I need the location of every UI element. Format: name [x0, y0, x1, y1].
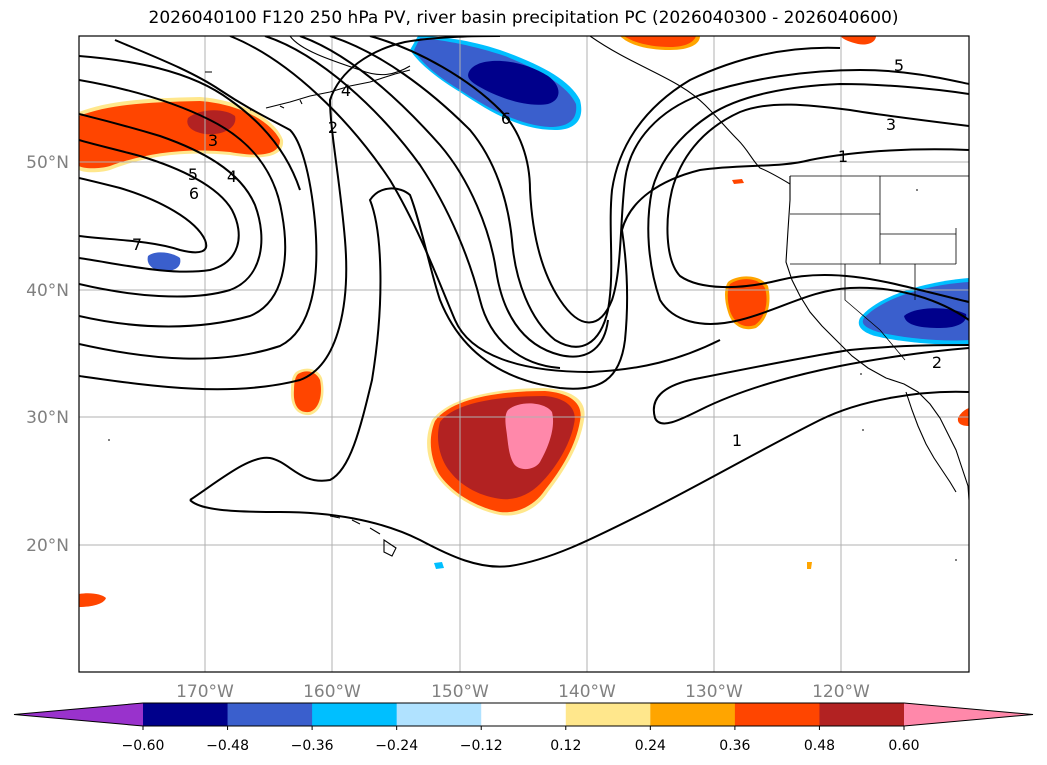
lon-label-140w: 140°W [558, 682, 616, 702]
colorbar-extend-low [14, 703, 143, 726]
precip-negative-region [434, 562, 444, 569]
baja-coastline [905, 391, 957, 493]
pv-contour-line [229, 36, 721, 374]
colorbar-tick-label: 0.36 [719, 738, 750, 754]
longitude-labels: 170°W 160°W 150°W 140°W 130°W 120°W [176, 682, 870, 702]
precip-negative-region [147, 252, 181, 272]
precip-positive-region [293, 371, 321, 413]
lon-label-120w: 120°W [812, 682, 870, 702]
contour-label: 6 [501, 109, 511, 128]
map-frame [78, 35, 970, 673]
pv-contour-line [264, 36, 561, 369]
colorbar-segment [143, 703, 229, 726]
pv-contour-line [189, 390, 969, 568]
map-panel [79, 36, 969, 672]
pv-contour-line [652, 344, 969, 425]
lon-label-150w: 150°W [431, 682, 489, 702]
precip-extreme-positive-region [505, 403, 554, 470]
contour-label: 5 [188, 165, 198, 184]
colorbar-tick-label: 0.24 [635, 738, 666, 754]
pv-contour-line [79, 39, 318, 360]
lon-label-160w: 160°W [303, 682, 361, 702]
pv-contour-line [299, 36, 609, 358]
contour-label: 3 [208, 131, 218, 150]
colorbar-tick-label: 0.48 [804, 738, 835, 754]
pv-contour-line [79, 55, 301, 191]
colorbar-tick-label: −0.60 [122, 738, 165, 754]
pv-contour-line [369, 36, 969, 324]
precip-strong-negative-region [904, 308, 967, 328]
contour-label: 6 [189, 184, 199, 203]
hawaii-islands [329, 515, 397, 557]
precip-positive-region [732, 179, 744, 184]
contour-label: 7 [132, 235, 142, 254]
lat-label-20n: 20°N [26, 536, 69, 556]
lon-label-130w: 130°W [685, 682, 743, 702]
contour-label: 2 [932, 353, 942, 372]
colorbar-tick-label: −0.12 [460, 738, 503, 754]
pv-contour-line [329, 36, 841, 348]
contour-label: 4 [227, 167, 237, 186]
pv-contour-line [79, 139, 240, 273]
colorbar-segment [481, 703, 567, 726]
contour-label: 1 [732, 431, 742, 450]
pv-contour-line [647, 82, 969, 325]
colorbar-segment [227, 703, 313, 726]
colorbar-tick-label: −0.24 [375, 738, 418, 754]
pv-contour-line [666, 103, 969, 303]
colorbar-segment [734, 703, 820, 726]
colorbar-tick-label: −0.36 [291, 738, 334, 754]
colorbar-tick-label: 0.12 [550, 738, 581, 754]
colorbar: −0.60 −0.48 −0.36 −0.24 −0.12 0.12 0.24 0.36 0.4… [13, 702, 1034, 754]
colorbar-segment [312, 703, 398, 726]
precip-positive-region [79, 593, 106, 607]
latitude-labels: 50°N 40°N 30°N 20°N [26, 153, 69, 556]
colorbar-tick-label: 0.60 [888, 738, 919, 754]
bc-coastline [589, 36, 791, 185]
grid-lines [79, 36, 969, 672]
pv-contour-line [79, 177, 208, 254]
pv-contour-line [79, 36, 501, 391]
contour-label: 4 [341, 81, 351, 100]
contour-label: 1 [838, 147, 848, 166]
lat-label-50n: 50°N [26, 153, 69, 173]
precip-positive-region [840, 36, 876, 45]
lat-label-30n: 30°N [26, 408, 69, 428]
pv-contour-line [189, 148, 969, 501]
precip-positive-region [807, 562, 812, 569]
colorbar-extend-high [904, 703, 1033, 726]
pv-contour-line [79, 79, 287, 328]
state-borders [790, 175, 969, 361]
colorbar-segment [565, 703, 651, 726]
precip-fill-layer [79, 36, 969, 607]
colorbar-segment [396, 703, 482, 726]
contour-label: 5 [894, 56, 904, 75]
colorbar-tick-label: −0.48 [206, 738, 249, 754]
lat-label-40n: 40°N [26, 281, 69, 301]
colorbar-segment [650, 703, 736, 726]
lon-label-170w: 170°W [176, 682, 234, 702]
map-title: 2026040100 F120 250 hPa PV, river basin … [148, 8, 899, 28]
pv-contours [79, 36, 969, 568]
contour-label: 2 [328, 118, 338, 137]
precip-positive-region [624, 36, 696, 47]
pnw-coastline [785, 176, 969, 501]
pv-contour-line [79, 113, 263, 298]
precip-strong-negative-region [468, 60, 559, 105]
colorbar-segment [819, 703, 905, 726]
contour-label: 3 [886, 115, 896, 134]
